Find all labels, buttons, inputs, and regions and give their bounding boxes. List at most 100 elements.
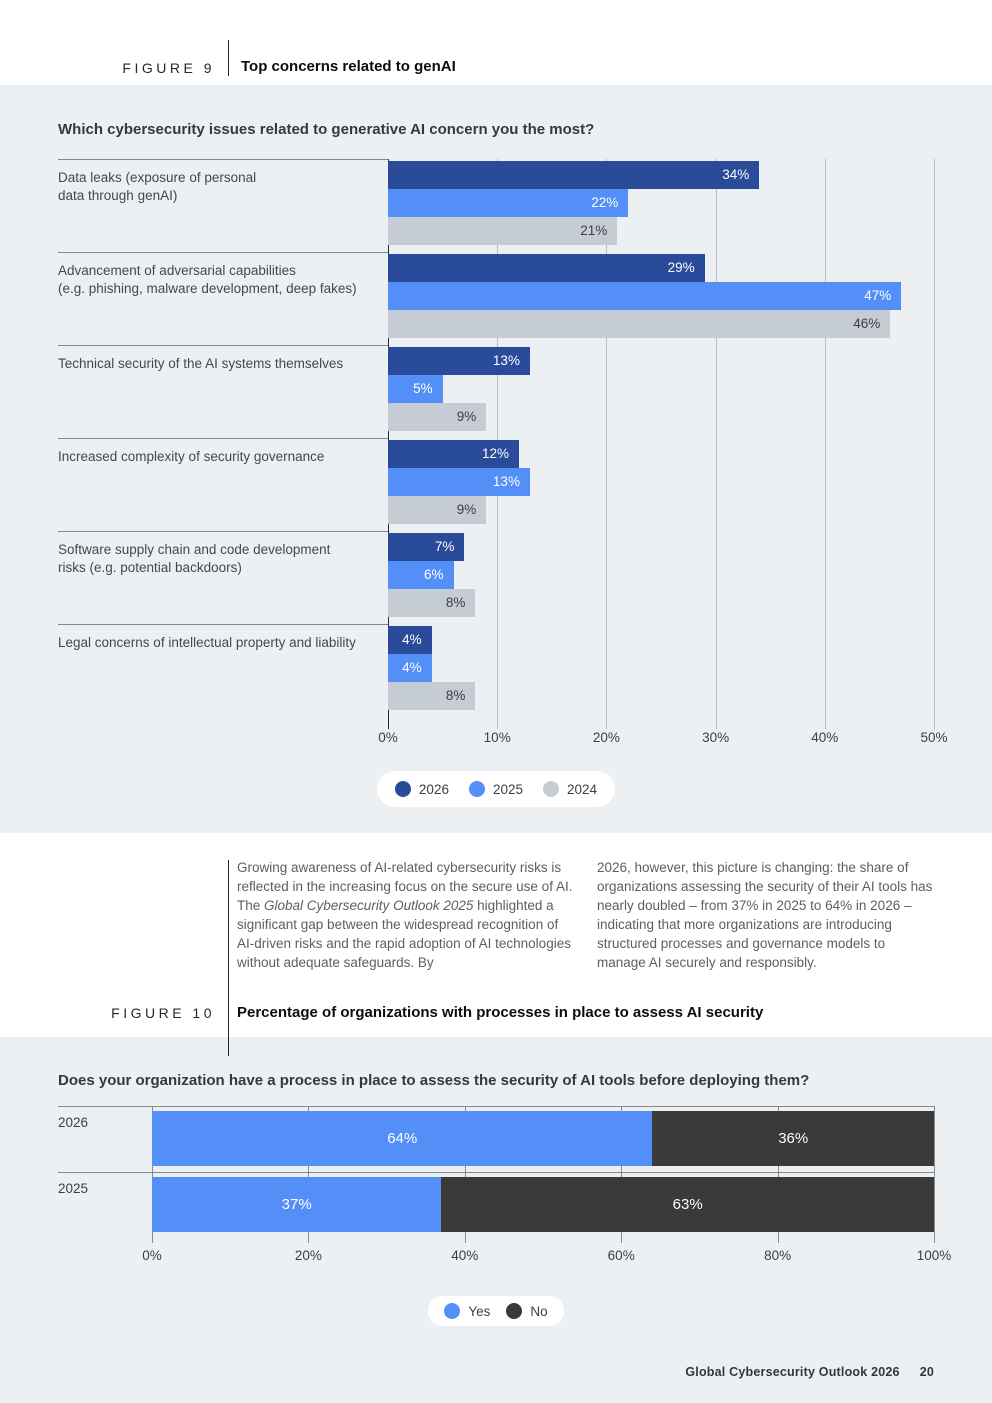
body-paragraph-left: Growing awareness of AI-related cybersec… xyxy=(237,858,575,972)
f9-bar-group: 4% 4% 8% xyxy=(388,624,934,717)
f9-bar-group: 34% 22% 21% xyxy=(388,159,934,252)
body-section: Growing awareness of AI-related cybersec… xyxy=(0,833,992,1056)
figure9-question: Which cybersecurity issues related to ge… xyxy=(58,121,595,138)
figure9-header: FIGURE 9 Top concerns related to genAI xyxy=(0,0,992,85)
chart-gridline xyxy=(777,1106,779,1243)
figure10-gridlines xyxy=(152,1106,935,1243)
x-axis-tick-label: 60% xyxy=(607,1248,635,1263)
footer-source: Global Cybersecurity Outlook 2026 xyxy=(685,1365,900,1379)
f9-category-label: Data leaks (exposure of personal data th… xyxy=(58,159,388,252)
f9-bar-group: 12% 13% 9% xyxy=(388,438,934,531)
chart-gridline xyxy=(621,1106,623,1243)
f9-bar-2026: 12% xyxy=(388,440,520,468)
f10-bar-stack: 64% 36% xyxy=(152,1111,934,1166)
legend-dot-Yes xyxy=(444,1303,461,1319)
x-axis-tick-label: 40% xyxy=(811,730,839,745)
x-axis-tick-label: 80% xyxy=(764,1248,792,1263)
f10-segment-Yes: 37% xyxy=(152,1177,442,1232)
f9-bar-2026: 34% xyxy=(388,161,760,189)
legend-dot-2026 xyxy=(394,781,411,797)
figure9-x-axis: 0% 10% 20% 30% 40% 50% xyxy=(378,717,947,747)
x-axis-tick-label: 0% xyxy=(142,1248,162,1263)
x-axis-tick-label: 10% xyxy=(483,730,511,745)
legend-item-Yes: Yes xyxy=(444,1303,490,1319)
page-footer: Global Cybersecurity Outlook 2026 20 xyxy=(58,1365,934,1379)
f9-bar-2025: 4% xyxy=(388,654,432,682)
f9-category-label: Advancement of adversarial capabilities … xyxy=(58,252,388,345)
figure10-legend: Yes No xyxy=(428,1296,564,1326)
chart-gridline xyxy=(464,1106,466,1243)
f9-category-label: Legal concerns of intellectual property … xyxy=(58,624,388,717)
x-axis-tick-label: 20% xyxy=(592,730,620,745)
legend-dot-No xyxy=(506,1303,523,1319)
figure10-legend-wrap: Yes No xyxy=(58,1296,934,1326)
f10-segment-Yes: 64% xyxy=(152,1111,653,1166)
figure9-legend-wrap: 2026 2025 2024 xyxy=(58,771,934,807)
f9-category-row: Increased complexity of security governa… xyxy=(58,438,934,531)
f10-category-row: 2025 37% 63% xyxy=(58,1172,934,1238)
figure10-panel: Does your organization have a process in… xyxy=(0,1037,992,1403)
f9-bar-2026: 7% xyxy=(388,533,465,561)
figure10-header-divider xyxy=(228,860,229,1056)
f9-bar-group: 29% 47% 46% xyxy=(388,252,934,345)
f10-category-label: 2025 xyxy=(58,1181,89,1196)
figure9-header-divider xyxy=(228,40,229,76)
figure9-label: FIGURE 9 xyxy=(122,60,215,76)
f9-category-label: Technical security of the AI systems the… xyxy=(58,345,388,438)
f9-bar-2026: 4% xyxy=(388,626,432,654)
body-text-italic-title: Global Cybersecurity Outlook 2025 xyxy=(264,898,474,913)
figure9-title: Top concerns related to genAI xyxy=(241,58,456,75)
figure10-title: Percentage of organizations with process… xyxy=(237,1004,764,1021)
f9-bar-group: 7% 6% 8% xyxy=(388,531,934,624)
f9-bar-2026: 13% xyxy=(388,347,530,375)
x-axis-tick-label: 50% xyxy=(920,730,948,745)
figure10-rows: 2026 64% 36% 2025 37% 63% xyxy=(58,1106,934,1238)
legend-label-2026: 2026 xyxy=(418,781,449,797)
f9-bar-group: 13% 5% 9% xyxy=(388,345,934,438)
legend-label-No: No xyxy=(530,1303,548,1319)
f9-bar-2024: 9% xyxy=(388,403,487,431)
chart-gridline xyxy=(308,1106,310,1243)
f9-bar-2026: 29% xyxy=(388,254,705,282)
x-axis-tick-label: 0% xyxy=(378,730,398,745)
f9-category-row: Software supply chain and code developme… xyxy=(58,531,934,624)
figure9-legend: 2026 2025 2024 xyxy=(376,771,616,807)
figure10-label: FIGURE 10 xyxy=(111,1005,215,1021)
f9-bar-2025: 22% xyxy=(388,189,629,217)
f9-bar-2024: 8% xyxy=(388,589,476,617)
chart-gridline xyxy=(934,159,935,729)
legend-item-No: No xyxy=(506,1303,548,1319)
figure10-question: Does your organization have a process in… xyxy=(58,1072,810,1089)
f9-category-row: Data leaks (exposure of personal data th… xyxy=(58,159,934,252)
f9-bar-2024: 8% xyxy=(388,682,476,710)
f10-category-label: 2026 xyxy=(58,1115,89,1130)
f9-bar-2024: 21% xyxy=(388,217,618,245)
x-axis-tick-label: 40% xyxy=(451,1248,479,1263)
chart-gridline xyxy=(934,1106,935,1243)
figure9-rows: Data leaks (exposure of personal data th… xyxy=(58,159,934,717)
legend-label-Yes: Yes xyxy=(468,1303,491,1319)
body-text-left-2: highlighted a significant gap between th… xyxy=(237,898,571,970)
x-axis-tick-label: 30% xyxy=(702,730,730,745)
chart-gridline xyxy=(606,159,608,729)
legend-item-2024: 2024 xyxy=(543,781,597,797)
figure10-chart: 2026 64% 36% 2025 37% 63% 0% 20% 40% 60% 80% 100% … xyxy=(58,1106,951,1326)
f9-bar-2025: 47% xyxy=(388,282,902,310)
f10-bar-stack: 37% 63% xyxy=(152,1177,934,1232)
f10-segment-No: 36% xyxy=(652,1111,934,1166)
x-axis-tick-label: 20% xyxy=(294,1248,322,1263)
body-paragraph-right: 2026, however, this picture is changing:… xyxy=(597,860,933,970)
legend-label-2025: 2025 xyxy=(492,781,524,797)
figure9-panel: Which cybersecurity issues related to ge… xyxy=(0,85,992,833)
f10-category-row: 2026 64% 36% xyxy=(58,1106,934,1172)
f9-bar-2025: 6% xyxy=(388,561,454,589)
f9-category-row: Advancement of adversarial capabilities … xyxy=(58,252,934,345)
f9-category-label: Software supply chain and code developme… xyxy=(58,531,388,624)
legend-dot-2025 xyxy=(468,781,485,797)
footer-page-number: 20 xyxy=(919,1365,934,1379)
legend-dot-2024 xyxy=(543,781,560,797)
f9-category-label: Increased complexity of security governa… xyxy=(58,438,388,531)
legend-label-2024: 2024 xyxy=(567,781,598,797)
body-text-left-1: Growing awareness of AI-related cybersec… xyxy=(237,860,573,913)
